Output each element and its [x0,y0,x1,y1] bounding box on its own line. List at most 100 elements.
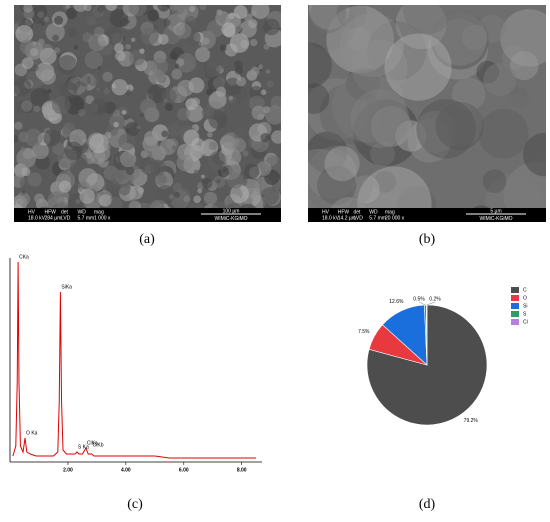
texture [43,129,61,147]
texture [51,95,71,115]
texture [64,141,83,161]
pie-label: 0.2% [429,296,441,302]
texture [251,105,266,120]
texture [171,68,183,80]
texture [140,150,149,159]
texture [427,19,488,80]
texture [212,77,226,90]
pie-label: 0.5% [413,296,425,302]
texture [531,153,546,179]
lab-label: WIMiC-KGiMO [214,216,247,222]
texture [128,5,147,17]
legend-label: C [523,287,527,293]
texture [174,63,180,68]
sem-bg [308,5,546,222]
legend-swatch [511,303,519,309]
peak-label: O Ka [26,430,38,436]
info-value: 5.7 mm [78,215,95,221]
texture [79,188,95,204]
texture [118,183,131,196]
texture [18,131,29,143]
texture [121,110,127,115]
texture [226,171,244,189]
legend-swatch [511,287,519,293]
texture [103,88,110,95]
texture [65,168,72,174]
texture [175,23,192,39]
texture [352,99,420,167]
texture [103,143,111,151]
texture [172,145,177,151]
texture [162,88,177,104]
info-value: 14.2 µm [338,215,356,221]
texture [482,169,507,194]
texture [173,191,180,198]
texture [263,18,280,36]
peak-label: SiKa [61,284,72,290]
caption: (c) [127,497,143,512]
texture [24,128,43,147]
texture [207,151,227,171]
texture [326,5,394,74]
texture [159,138,177,156]
texture [243,163,260,180]
texture [370,141,395,167]
texture [125,43,132,50]
texture [140,27,159,46]
texture [201,106,215,120]
texture [177,108,190,121]
texture [104,131,112,139]
peak-label: S Ka [78,444,89,450]
texture [47,89,52,94]
texture [54,47,61,54]
texture [309,5,347,34]
texture [167,122,182,137]
texture [308,131,348,173]
texture [115,50,126,62]
x-tick-label: 2.00 [63,467,73,473]
texture [128,124,139,136]
texture [317,165,357,205]
legend-swatch [511,319,519,325]
texture [319,83,381,144]
texture [332,69,406,143]
texture [508,87,530,108]
texture [260,132,270,143]
texture [39,47,57,65]
texture [66,7,78,20]
texture [366,21,427,81]
texture [270,95,281,109]
texture [43,16,50,23]
texture [233,5,248,19]
texture [88,133,109,154]
texture [23,5,33,14]
texture [219,60,229,70]
texture [205,62,221,77]
texture [500,9,546,67]
texture [473,93,546,167]
info-header: WD [369,209,378,215]
texture [157,5,170,12]
texture [170,5,185,15]
legend-label: O [523,295,527,301]
texture [40,21,45,26]
texture [234,128,246,140]
texture [21,167,31,177]
scale-label: 100 µm [223,208,240,214]
texture [176,154,194,172]
info-header: HFW [338,209,350,215]
texture [147,84,167,104]
sem-image [308,5,546,222]
texture [308,148,356,222]
info-value: LVD [61,215,71,221]
texture [73,5,88,12]
texture [345,66,380,101]
texture [248,19,258,29]
texture [461,24,488,51]
texture [34,193,45,204]
texture [96,87,101,92]
texture [203,61,208,67]
texture [111,78,128,96]
texture [154,173,167,186]
texture [230,184,250,204]
